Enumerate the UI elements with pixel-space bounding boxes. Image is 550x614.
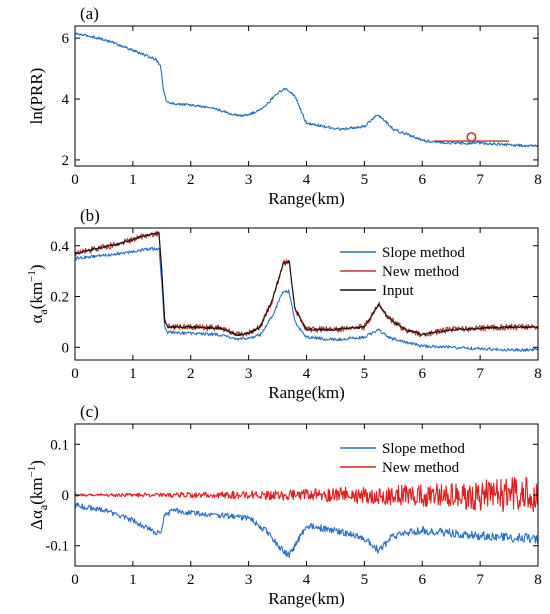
y-tick-label: 0.2 — [50, 290, 69, 306]
legend: Slope method New method Input — [340, 245, 465, 299]
series-line-new-method — [75, 230, 538, 338]
legend-entry-label: Input — [382, 283, 414, 299]
superscript-minus-one: −1 — [26, 270, 38, 282]
x-tick-label: 5 — [361, 366, 369, 382]
series-group — [75, 476, 538, 559]
plot-frame — [74, 25, 539, 167]
y-tick-label: 0 — [62, 488, 70, 504]
series-line-new-method — [75, 476, 538, 513]
x-tick-label: 3 — [245, 366, 253, 382]
x-tick-label: 4 — [303, 366, 311, 382]
unit-open: (km — [27, 477, 46, 504]
legend: Slope method New method — [340, 441, 465, 476]
x-tick-label: 7 — [476, 172, 484, 188]
subscript-a: a — [36, 309, 50, 315]
x-tick-label: 1 — [129, 366, 137, 382]
plot-frame — [74, 227, 539, 361]
series-group — [75, 230, 538, 352]
panel-label: (c) — [80, 402, 99, 421]
x-tick-label: 0 — [71, 572, 79, 588]
unit-close: ) — [27, 460, 46, 466]
legend-entry-label: Slope method — [382, 441, 465, 457]
x-tick-label: 5 — [361, 172, 369, 188]
x-tick-label: 8 — [534, 572, 542, 588]
x-tick-label: 0 — [71, 366, 79, 382]
x-axis-label: Range(km) — [268, 589, 344, 608]
legend-entry-label: New method — [382, 460, 460, 476]
x-tick-label: 2 — [187, 172, 195, 188]
x-tick-label: 1 — [129, 172, 137, 188]
panel-c: 0 1 2 3 4 5 6 7 8 -0.1 0 0.1 Range(km) Δαa(km−1) (c) Sl… — [26, 402, 542, 608]
unit-open: (km — [27, 282, 46, 309]
y-tick-label: 0.1 — [50, 437, 69, 453]
alpha-glyph: α — [27, 510, 46, 519]
x-tick-label: 5 — [361, 572, 369, 588]
panel-label: (b) — [80, 206, 100, 225]
x-tick-label: 3 — [245, 172, 253, 188]
alpha-glyph: α — [27, 315, 46, 324]
subscript-a: a — [36, 504, 50, 510]
y-tick-label: 6 — [62, 31, 70, 47]
x-tick-label: 7 — [476, 572, 484, 588]
annotation-circle-marker — [466, 132, 477, 143]
x-tick-label: 3 — [245, 572, 253, 588]
x-tick-label: 4 — [303, 172, 311, 188]
legend-entry-label: Slope method — [382, 245, 465, 261]
x-tick-label: 6 — [419, 172, 427, 188]
y-tick-label: 0 — [62, 340, 70, 356]
y-axis-label: Δαa(km−1) — [26, 460, 50, 530]
x-axis-label: Range(km) — [268, 383, 344, 402]
series-line-data — [75, 32, 538, 148]
y-tick-label: 2 — [62, 153, 70, 169]
y-axis-label: αa(km−1) — [26, 264, 50, 323]
panel-label: (a) — [80, 4, 99, 23]
x-tick-label: 2 — [187, 572, 195, 588]
delta-glyph: Δ — [27, 519, 46, 530]
x-tick-label: 4 — [303, 572, 311, 588]
x-tick-label: 8 — [534, 366, 542, 382]
x-tick-label: 7 — [476, 366, 484, 382]
x-tick-label: 1 — [129, 572, 137, 588]
series-line-input — [75, 231, 538, 337]
series-group — [75, 32, 538, 148]
legend-entry-label: New method — [382, 264, 460, 280]
panel-b: 0 1 2 3 4 5 6 7 8 0 0.2 0.4 Range(km) αa(km−1) (b) Slop… — [26, 206, 542, 402]
x-tick-label: 6 — [419, 572, 427, 588]
unit-close: ) — [27, 264, 46, 270]
series-line-slope-method — [75, 246, 538, 352]
x-tick-label: 0 — [71, 172, 79, 188]
y-tick-label: -0.1 — [45, 539, 69, 555]
y-axis-label: ln(PRR) — [27, 68, 46, 125]
series-line-slope-method — [75, 502, 538, 559]
x-tick-label: 6 — [419, 366, 427, 382]
x-tick-label: 8 — [534, 172, 542, 188]
x-tick-label: 2 — [187, 366, 195, 382]
x-axis-label: Range(km) — [268, 189, 344, 208]
y-tick-label: 4 — [62, 92, 70, 108]
superscript-minus-one: −1 — [26, 466, 38, 478]
y-tick-label: 0.4 — [50, 239, 69, 255]
panel-a: 0 1 2 3 4 5 6 7 8 2 4 6 Range(km) ln(PRR) (a) — [27, 4, 542, 208]
